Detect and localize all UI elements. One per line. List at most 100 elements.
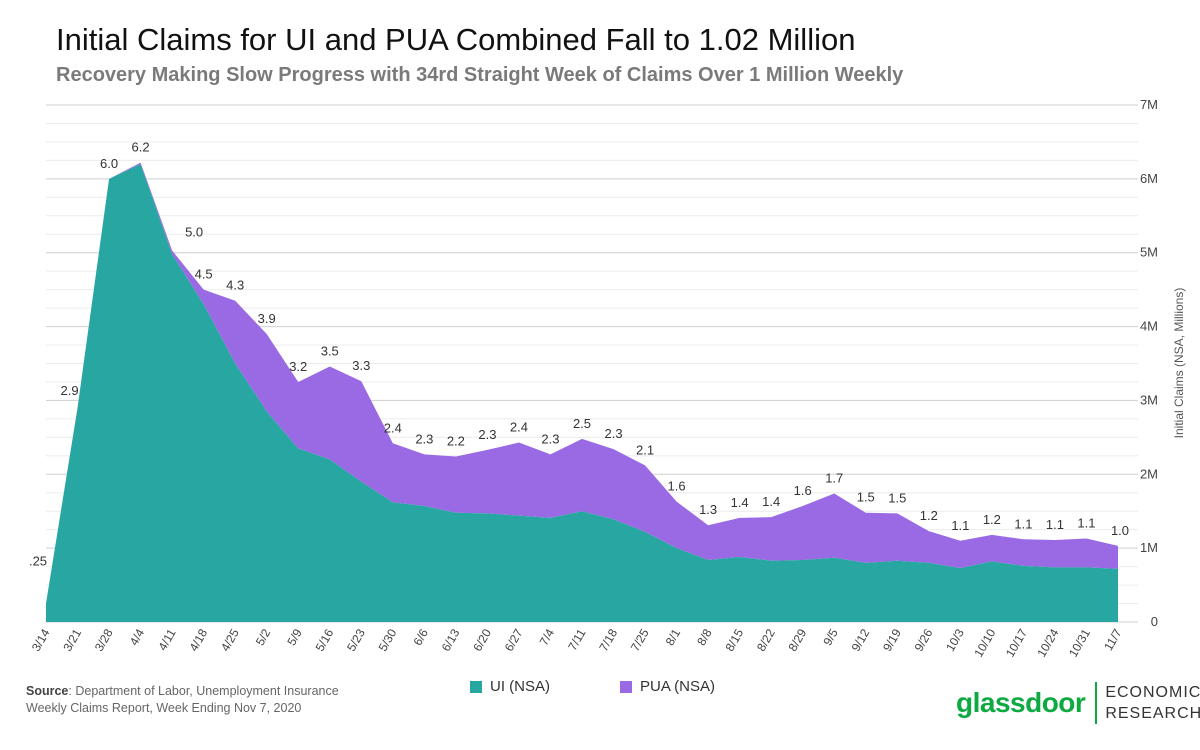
data-label: 2.1 bbox=[636, 442, 654, 457]
y-axis-ticks: 0 1M 2M 3M 4M 5M 6M 7M bbox=[1140, 97, 1158, 629]
y-tick-label: 4M bbox=[1140, 319, 1158, 334]
x-tick-label: 5/9 bbox=[284, 626, 305, 648]
pua-area bbox=[46, 162, 1118, 604]
glassdoor-logo: glassdoor bbox=[956, 687, 1086, 718]
legend-swatch-ui bbox=[470, 680, 482, 693]
data-label: 1.5 bbox=[857, 490, 875, 505]
x-tick-label: 5/2 bbox=[253, 626, 274, 648]
data-label: 2.4 bbox=[510, 420, 528, 435]
data-label: 4.3 bbox=[226, 278, 244, 293]
data-label: 1.6 bbox=[668, 479, 686, 494]
x-tick-label: 7/4 bbox=[537, 626, 558, 648]
data-label: 6.0 bbox=[100, 156, 118, 171]
x-tick-label: 6/20 bbox=[470, 626, 494, 654]
data-label: 1.7 bbox=[825, 470, 843, 485]
y-tick-label: 1M bbox=[1140, 540, 1158, 555]
x-tick-label: 10/24 bbox=[1034, 626, 1061, 659]
x-axis-ticks: 3/14 3/21 3/28 4/4 4/11 4/18 4/25 5/2 5/9 5/16 5/2… bbox=[29, 626, 1125, 659]
data-label: 1.1 bbox=[1077, 516, 1095, 531]
data-label: 1.1 bbox=[1046, 517, 1064, 532]
x-tick-label: 11/7 bbox=[1101, 626, 1125, 653]
data-label: 2.3 bbox=[478, 427, 496, 442]
legend-label-ui: UI (NSA) bbox=[490, 678, 550, 695]
brand-line-2: RESEARCH bbox=[1105, 705, 1200, 722]
data-label: 1.2 bbox=[920, 508, 938, 523]
data-label: 3.3 bbox=[352, 358, 370, 373]
data-label: 1.3 bbox=[699, 502, 717, 517]
x-tick-label: 3/28 bbox=[92, 626, 116, 654]
data-label: 5.0 bbox=[185, 224, 203, 239]
x-tick-label: 8/1 bbox=[663, 626, 684, 648]
x-tick-label: 9/26 bbox=[912, 626, 936, 654]
y-tick-label: 2M bbox=[1140, 466, 1158, 481]
data-label: 1.1 bbox=[1014, 516, 1032, 531]
x-tick-label: 6/13 bbox=[439, 626, 463, 654]
data-label: 2.2 bbox=[447, 434, 465, 449]
data-label: 1.0 bbox=[1111, 523, 1129, 538]
data-label: 1.1 bbox=[951, 518, 969, 533]
x-tick-label: 9/12 bbox=[849, 626, 873, 654]
data-label: 3.2 bbox=[289, 359, 307, 374]
data-label: 2.4 bbox=[384, 420, 402, 435]
legend-label-pua: PUA (NSA) bbox=[640, 678, 716, 695]
x-tick-label: 8/8 bbox=[694, 626, 715, 648]
data-label: 1.5 bbox=[888, 490, 906, 505]
brand-block: glassdoor ECONOMIC RESEARCH bbox=[956, 682, 1200, 724]
x-tick-label: 4/18 bbox=[186, 626, 210, 654]
stacked-areas bbox=[46, 162, 1118, 623]
ui-area bbox=[46, 164, 1118, 623]
chart-subtitle: Recovery Making Slow Progress with 34rd … bbox=[56, 64, 904, 86]
x-tick-label: 5/23 bbox=[344, 626, 368, 654]
x-tick-label: 8/22 bbox=[754, 626, 778, 654]
source-text: : Department of Labor, Unemployment Insu… bbox=[26, 684, 339, 715]
x-tick-label: 3/21 bbox=[60, 626, 84, 654]
x-tick-label: 3/14 bbox=[29, 626, 53, 654]
x-tick-label: 5/16 bbox=[313, 626, 337, 654]
y-tick-label: 6M bbox=[1140, 171, 1158, 186]
x-tick-label: 10/10 bbox=[971, 626, 998, 659]
y-tick-label: 5M bbox=[1140, 245, 1158, 260]
x-tick-label: 8/29 bbox=[785, 626, 809, 654]
data-label: 2.3 bbox=[415, 431, 433, 446]
y-tick-label: 3M bbox=[1140, 392, 1158, 407]
data-label: 2.3 bbox=[541, 431, 559, 446]
data-label: 3.5 bbox=[321, 343, 339, 358]
chart-legend: UI (NSA) PUA (NSA) bbox=[470, 678, 715, 695]
x-tick-label: 6/27 bbox=[502, 626, 526, 654]
source-note: Source: Department of Labor, Unemploymen… bbox=[26, 683, 346, 717]
data-label: 4.5 bbox=[195, 267, 213, 282]
chart-title: Initial Claims for UI and PUA Combined F… bbox=[56, 22, 856, 57]
data-label: 2.3 bbox=[604, 426, 622, 441]
x-tick-label: 4/25 bbox=[218, 626, 242, 654]
y-axis-label: Initial Claims (NSA, Millions) bbox=[1172, 288, 1186, 439]
brand-line-1: ECONOMIC bbox=[1105, 684, 1200, 701]
x-tick-label: 10/3 bbox=[943, 626, 967, 654]
data-label: .25 bbox=[29, 554, 47, 569]
legend-swatch-pua bbox=[620, 680, 632, 693]
x-tick-label: 7/11 bbox=[565, 626, 589, 653]
x-tick-label: 7/18 bbox=[596, 626, 620, 654]
legend-item-pua: PUA (NSA) bbox=[620, 678, 715, 695]
brand-text: ECONOMIC RESEARCH bbox=[1105, 682, 1200, 724]
data-label: 1.4 bbox=[762, 494, 780, 509]
data-label: 2.5 bbox=[573, 416, 591, 431]
x-tick-label: 9/5 bbox=[820, 626, 841, 648]
brand-divider bbox=[1095, 682, 1098, 724]
legend-item-ui: UI (NSA) bbox=[470, 678, 550, 695]
x-tick-label: 4/11 bbox=[155, 626, 179, 653]
x-tick-label: 9/19 bbox=[880, 626, 904, 654]
x-tick-label: 6/6 bbox=[410, 626, 431, 648]
data-label: 1.4 bbox=[731, 495, 749, 510]
x-tick-label: 10/31 bbox=[1066, 626, 1093, 659]
source-label: Source bbox=[26, 684, 69, 698]
x-tick-label: 8/15 bbox=[722, 626, 746, 654]
x-tick-label: 5/30 bbox=[376, 626, 400, 654]
x-tick-label: 4/4 bbox=[127, 626, 148, 648]
data-label: 6.2 bbox=[132, 140, 150, 155]
x-tick-label: 7/25 bbox=[628, 626, 652, 654]
data-label: 2.9 bbox=[60, 383, 78, 398]
data-labels: .25 2.9 6.0 6.2 5.0 4.5 4.3 3.9 3.2 3.5 3.3 2.4 2.3 2… bbox=[29, 140, 1129, 569]
data-label: 3.9 bbox=[258, 311, 276, 326]
x-tick-label: 10/17 bbox=[1003, 626, 1030, 659]
